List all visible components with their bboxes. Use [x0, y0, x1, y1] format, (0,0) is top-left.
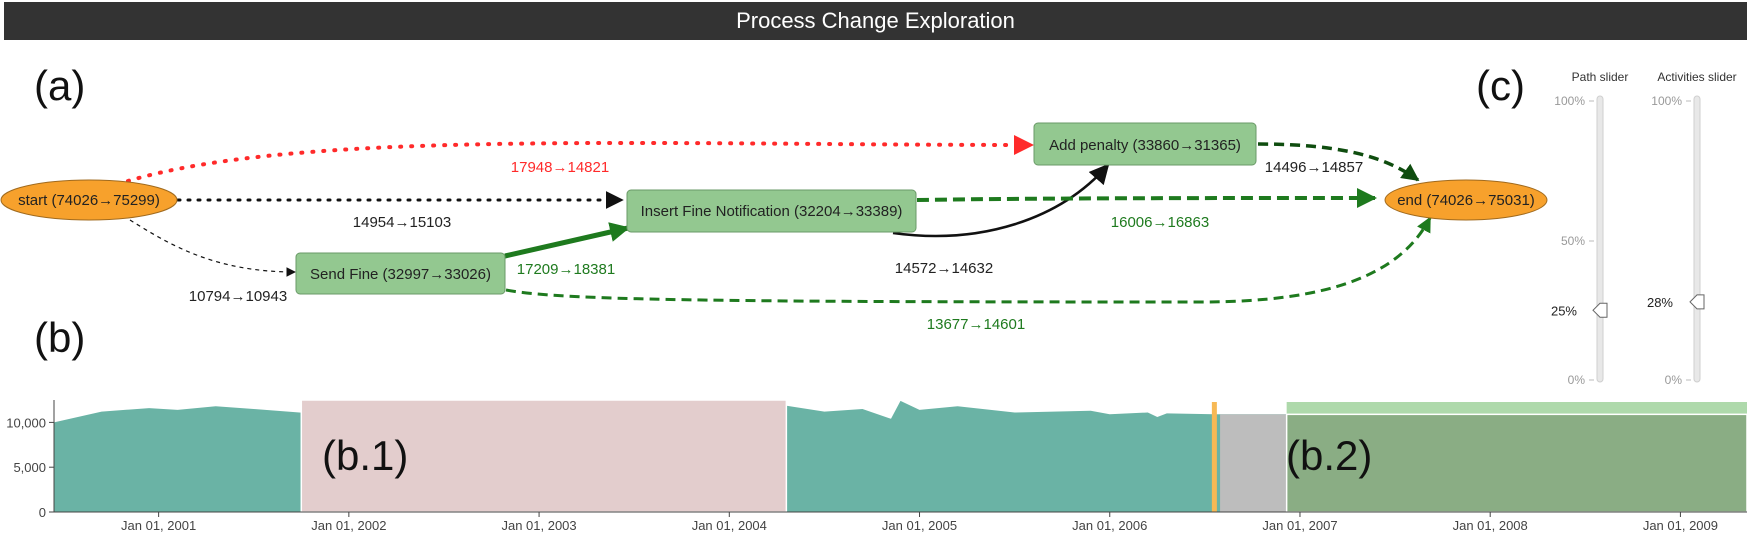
activities-slider[interactable]: 100% 0% 28%	[1647, 94, 1705, 387]
node-start[interactable]: start (74026→75299)	[0, 179, 178, 221]
edge-insert-fine-add-penalty[interactable]	[892, 163, 1110, 238]
node-add-penalty[interactable]: Add penalty (33860→31365)	[1033, 122, 1257, 166]
x-axis: Jan 01, 2001 Jan 01, 2002 Jan 01, 2003 Jan …	[54, 511, 1747, 533]
panel-label-a: (a)	[34, 62, 85, 109]
edge-label-send-fine-insert-fine: 17209→18381	[517, 261, 615, 278]
x-tick-label: Jan 01, 2002	[311, 518, 386, 533]
path-slider-handle[interactable]	[1592, 302, 1608, 318]
activities-slider-value: 28%	[1647, 295, 1673, 310]
path-slider[interactable]: 100% 50% 0% 25%	[1551, 94, 1608, 387]
x-tick-label: Jan 01, 2004	[692, 518, 767, 533]
node-insert-fine-notification[interactable]: Insert Fine Notification (32204→33389)	[626, 189, 917, 233]
panel-label-c: (c)	[1476, 62, 1525, 109]
y-tick-label: 5,000	[13, 460, 46, 475]
edge-label-start-add-penalty: 17948→14821	[511, 159, 609, 176]
highlight-b2-overlay[interactable]	[1285, 413, 1748, 513]
edge-start-add-penalty[interactable]	[126, 134, 1034, 183]
edge-insert-fine-end[interactable]	[916, 188, 1377, 209]
x-tick-label: Jan 01, 2006	[1072, 518, 1147, 533]
activities-slider-title: Activities slider	[1657, 70, 1736, 84]
activities-slider-handle[interactable]	[1689, 294, 1705, 310]
x-tick-label: Jan 01, 2008	[1453, 518, 1528, 533]
gap-region	[1220, 414, 1287, 512]
path-slider-tick-50: 50%	[1561, 234, 1585, 248]
node-insert-fine-label: Insert Fine Notification (32204→33389)	[641, 203, 903, 220]
edge-add-penalty-end[interactable]	[1257, 142, 1420, 182]
edge-start-send-fine[interactable]	[129, 219, 296, 277]
x-tick-label: Jan 01, 2003	[501, 518, 576, 533]
edge-label-start-send-fine: 10794→10943	[189, 288, 287, 305]
path-slider-value: 25%	[1551, 303, 1577, 318]
highlight-b1-overlay[interactable]	[300, 399, 788, 513]
node-send-fine[interactable]: Send Fine (32997→33026)	[295, 252, 506, 295]
x-tick-label: Jan 01, 2007	[1262, 518, 1337, 533]
node-add-penalty-label: Add penalty (33860→31365)	[1049, 137, 1241, 154]
y-axis: 10,000 5,000 0	[6, 400, 55, 520]
edge-label-send-fine-end: 13677→14601	[927, 316, 1025, 333]
path-slider-title: Path slider	[1572, 70, 1629, 84]
x-tick-label: Jan 01, 2009	[1643, 518, 1718, 533]
edge-label-start-insert-fine: 14954→15103	[353, 214, 451, 231]
page-title: Process Change Exploration	[736, 8, 1015, 33]
edge-label-insert-fine-add-penalty: 14572→14632	[895, 260, 993, 277]
y-tick-label: 10,000	[6, 415, 46, 430]
panel-label-b: (b)	[34, 314, 85, 361]
node-end-label: end (74026→75031)	[1397, 192, 1535, 209]
activities-slider-tick-100: 100%	[1651, 94, 1682, 108]
node-start-label: start (74026→75299)	[18, 192, 160, 209]
path-slider-tick-100: 100%	[1554, 94, 1585, 108]
path-slider-tick-0: 0%	[1568, 373, 1586, 387]
x-tick-label: Jan 01, 2005	[882, 518, 957, 533]
y-tick-label: 0	[39, 505, 46, 520]
change-marker[interactable]	[1211, 402, 1217, 512]
node-send-fine-label: Send Fine (32997→33026)	[310, 266, 491, 283]
highlight-b1-label: (b.1)	[322, 432, 408, 479]
activities-slider-tick-0: 0%	[1665, 373, 1683, 387]
edge-label-insert-fine-end: 16006→16863	[1111, 214, 1209, 231]
edge-label-add-penalty-end: 14496→14857	[1265, 159, 1363, 176]
process-graph: 17948→14821 14954→15103 10794→10943 1720…	[0, 122, 1548, 333]
title-bar: Process Change Exploration	[4, 2, 1747, 40]
edge-send-fine-end[interactable]	[505, 216, 1432, 304]
highlight-b2-label: (b.2)	[1286, 432, 1372, 479]
node-end[interactable]: end (74026→75031)	[1384, 179, 1548, 221]
slider-panel: Path slider Activities slider 100% 50% 0…	[1551, 70, 1737, 387]
edge-send-fine-insert-fine[interactable]	[504, 222, 630, 259]
x-tick-label: Jan 01, 2001	[121, 518, 196, 533]
